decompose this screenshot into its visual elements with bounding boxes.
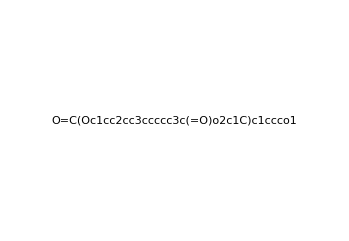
Text: O=C(Oc1cc2cc3ccccc3c(=O)o2c1C)c1ccco1: O=C(Oc1cc2cc3ccccc3c(=O)o2c1C)c1ccco1 xyxy=(52,115,297,126)
